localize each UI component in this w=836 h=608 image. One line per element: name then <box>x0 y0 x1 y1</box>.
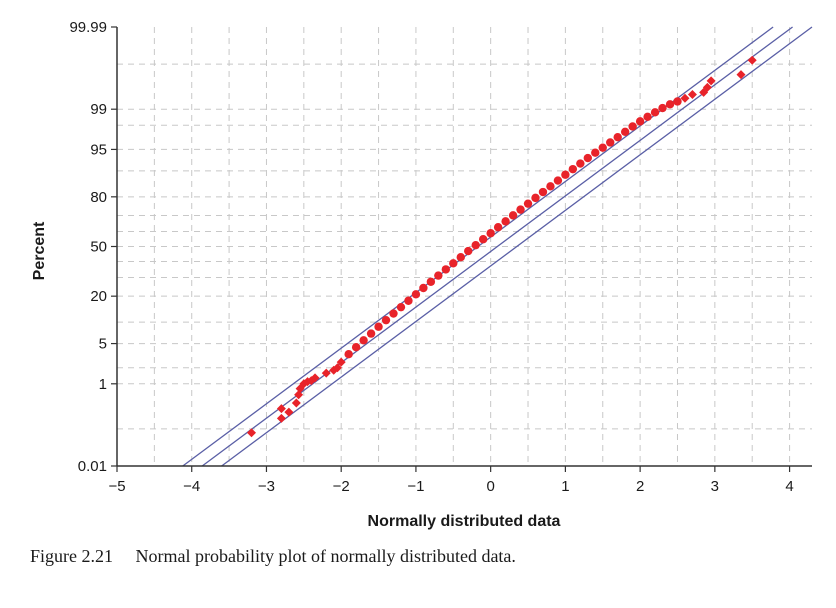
data-point <box>332 363 342 373</box>
data-point <box>276 404 286 414</box>
data-point <box>426 277 436 286</box>
data-point <box>276 413 286 423</box>
y-axis-title: Percent <box>31 221 48 280</box>
data-point <box>449 259 458 268</box>
data-point <box>606 138 615 147</box>
data-point <box>247 428 257 438</box>
x-tick-label: 4 <box>785 478 793 495</box>
data-point <box>471 240 480 250</box>
data-point <box>351 342 361 352</box>
data-point <box>628 122 637 131</box>
figure-caption: Figure 2.21 Normal probability plot of n… <box>30 546 516 567</box>
data-point <box>673 97 682 106</box>
data-point <box>687 89 697 99</box>
data-point <box>561 170 570 179</box>
data-point <box>359 336 368 345</box>
data-point <box>389 309 398 318</box>
data-point <box>366 329 376 338</box>
y-tick-label: 1 <box>99 376 107 393</box>
figure-label: Figure 2.21 <box>30 546 113 566</box>
data-point <box>321 368 331 378</box>
data-point <box>546 182 555 191</box>
data-point <box>643 112 652 122</box>
data-point <box>374 322 383 331</box>
y-tick-label: 99.99 <box>69 19 107 36</box>
data-point <box>411 290 421 299</box>
data-point <box>493 223 503 232</box>
data-point <box>665 100 675 109</box>
data-point <box>404 296 413 305</box>
data-point <box>650 108 660 117</box>
data-point <box>531 193 540 203</box>
data-point <box>441 265 451 274</box>
data-point <box>523 199 533 208</box>
data-point <box>706 76 716 86</box>
data-point <box>568 164 578 174</box>
x-tick-label: −1 <box>407 478 424 495</box>
data-point <box>553 176 563 185</box>
x-tick-label: 3 <box>711 478 719 495</box>
data-point <box>419 283 428 293</box>
data-point <box>591 148 600 157</box>
data-point <box>396 302 406 312</box>
y-tick-label: 99 <box>90 101 107 118</box>
data-point <box>294 390 304 400</box>
data-point <box>598 143 607 152</box>
data-point <box>291 398 301 408</box>
data-point <box>284 407 294 417</box>
y-tick-label: 50 <box>90 239 107 256</box>
data-point <box>680 93 690 103</box>
data-point <box>344 350 353 359</box>
y-tick-label: 0.01 <box>78 458 107 475</box>
data-point <box>583 153 593 163</box>
x-tick-label: 2 <box>636 478 644 495</box>
data-point <box>516 205 525 214</box>
data-points <box>247 55 757 438</box>
data-point <box>381 315 391 325</box>
y-axis-ticks: 0.01 1 5 20 50 80 95 99 99.99 <box>69 19 117 475</box>
data-point <box>434 271 443 280</box>
x-tick-label: −3 <box>258 478 275 495</box>
y-tick-label: 5 <box>99 336 107 353</box>
data-point <box>736 70 746 80</box>
data-point <box>508 211 518 220</box>
y-tick-label: 95 <box>90 141 107 158</box>
fit-lines <box>182 26 813 467</box>
x-axis-title: Normally distributed data <box>368 513 561 530</box>
x-tick-label: −4 <box>183 478 200 495</box>
data-point <box>576 159 585 168</box>
grid-lines <box>117 27 812 466</box>
x-axis-ticks: −5 −4 −3 −2 −1 0 1 2 3 4 <box>108 466 794 495</box>
y-tick-label: 80 <box>90 189 107 206</box>
x-tick-label: 0 <box>486 478 494 495</box>
data-point <box>486 229 495 238</box>
data-point <box>635 117 645 126</box>
data-point <box>747 55 757 65</box>
data-point <box>456 253 465 262</box>
figure-caption-text: Normal probability plot of normally dist… <box>135 546 516 566</box>
data-point <box>613 132 622 142</box>
data-point <box>478 235 488 244</box>
normal-probability-plot: −5 −4 −3 −2 −1 0 1 2 3 4 0.01 1 5 20 50 80 95 99 99.99 No… <box>31 19 813 530</box>
x-tick-label: 1 <box>561 478 569 495</box>
data-point <box>336 357 346 367</box>
data-point <box>702 82 712 92</box>
data-point <box>464 246 473 256</box>
y-tick-label: 20 <box>90 288 107 305</box>
data-point <box>620 127 630 137</box>
data-point <box>538 187 548 197</box>
x-tick-label: −2 <box>333 478 350 495</box>
data-point <box>501 217 510 226</box>
fit-line-lower <box>221 26 813 467</box>
data-point <box>310 373 320 383</box>
data-point <box>658 103 667 113</box>
x-tick-label: −5 <box>108 478 125 495</box>
